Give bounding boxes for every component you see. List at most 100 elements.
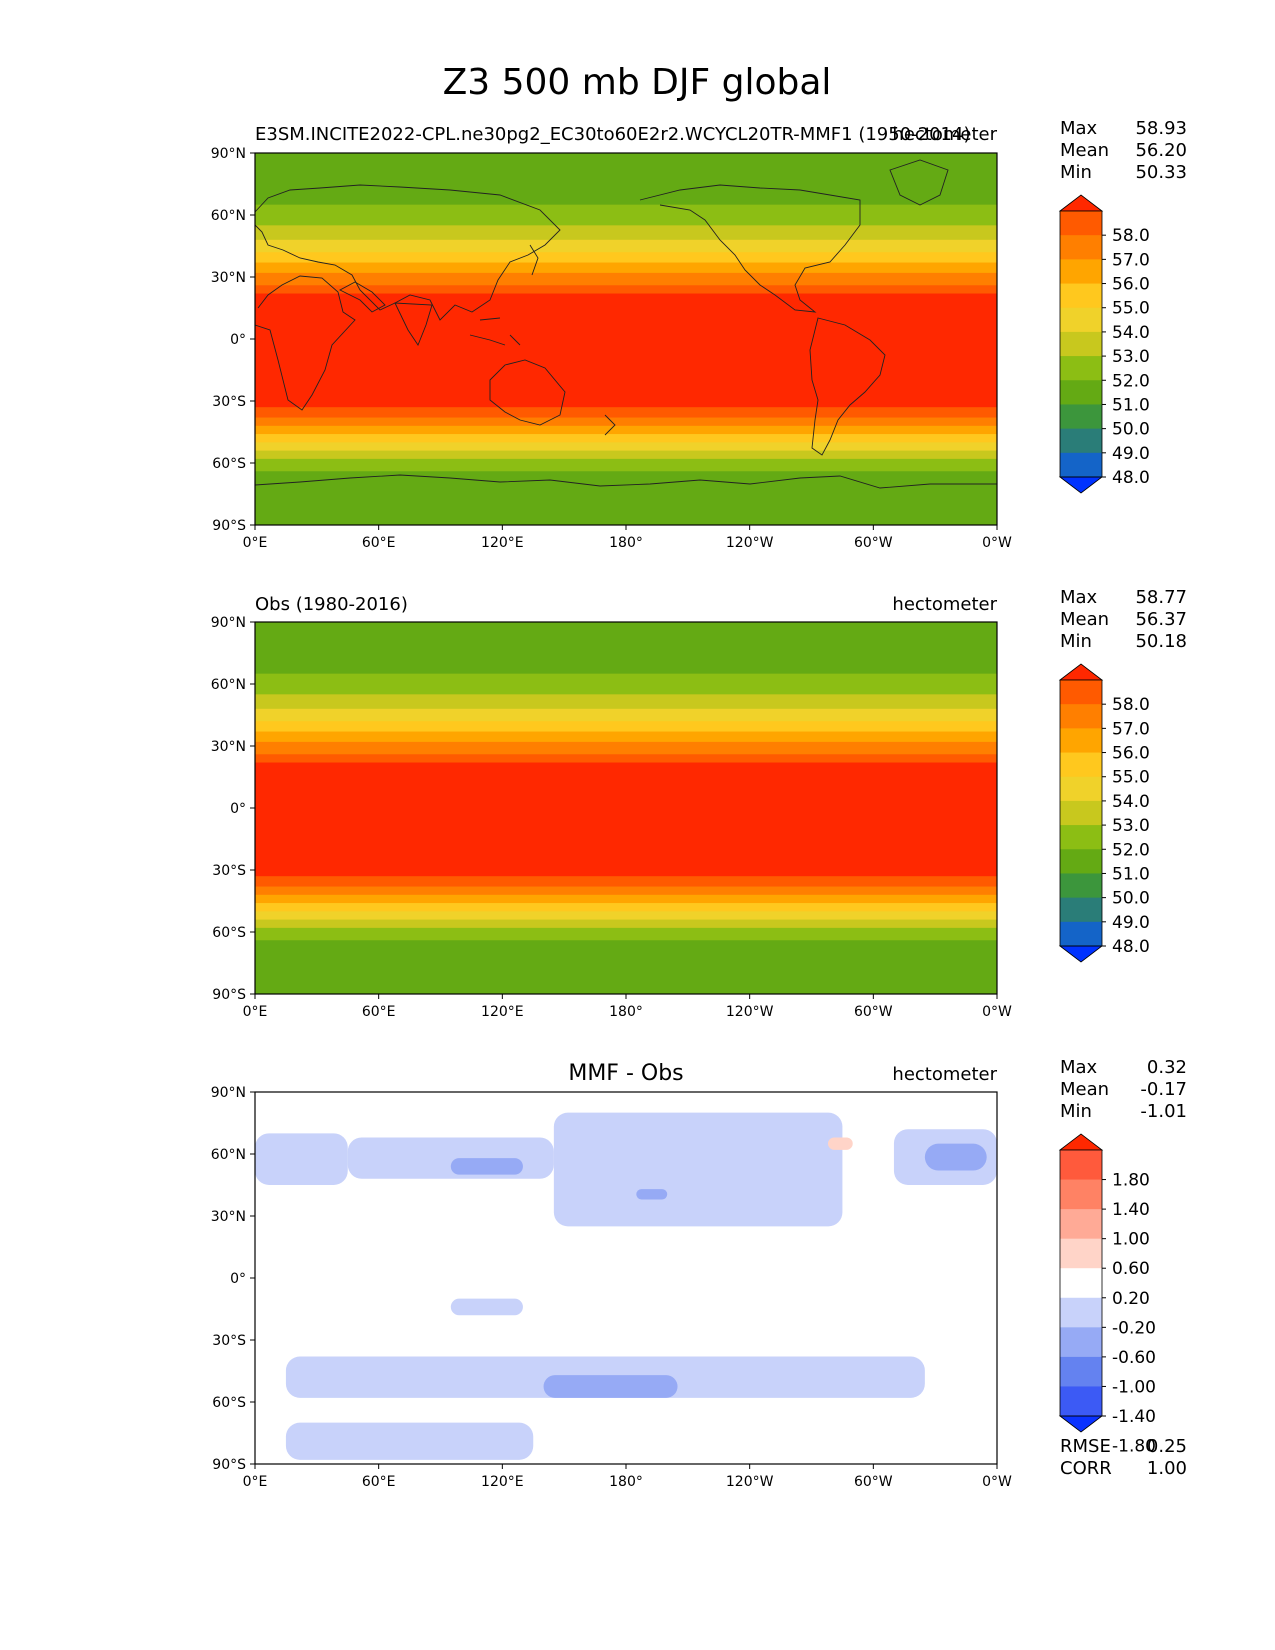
colorbar-segment	[1060, 1179, 1102, 1210]
colorbar-extend-bottom	[1058, 476, 1104, 494]
colorbar-tick-label: 58.0	[1112, 226, 1150, 246]
y-tick-label: 60°N	[211, 677, 246, 693]
field-band	[255, 293, 997, 408]
x-tick-label: 120°E	[481, 1474, 524, 1490]
field-band	[255, 434, 997, 443]
colorbar-frame	[1059, 1149, 1103, 1417]
stats-block: Max 0.32 Mean -0.17 Min -1.01	[1060, 1057, 1187, 1122]
anomaly-region	[636, 1189, 668, 1200]
field-band	[255, 442, 997, 452]
skill-label: RMSE	[1060, 1436, 1111, 1457]
x-tick-label: 0°W	[982, 535, 1012, 551]
x-tick-label: 0°E	[243, 1474, 268, 1490]
x-tick-label: 60°E	[362, 1474, 396, 1490]
anomaly-region	[827, 1137, 853, 1150]
stat-value: 0.32	[1147, 1057, 1187, 1078]
colorbar: 58.0 57.0 56.0 55.0 54.0 53.0 52.0 51.0 50.0 49.0…	[1058, 194, 1150, 494]
anomaly-region	[255, 1133, 348, 1185]
map-fill	[255, 1092, 997, 1464]
skill-block: RMSE 0.25 CORR 1.00	[1060, 1436, 1187, 1479]
x-axis-ticks: 0°E 60°E 120°E 180° 120°W 60°W 0°W	[243, 1464, 1012, 1490]
y-tick-label: 30°S	[212, 1333, 246, 1349]
colorbar-tick-label: 0.20	[1112, 1289, 1150, 1309]
y-tick-label: 60°S	[212, 925, 246, 941]
colorbar-extend-top	[1058, 663, 1104, 681]
y-tick-label: 30°N	[211, 270, 246, 286]
y-tick-label: 90°S	[212, 987, 246, 1003]
stat-label: Max	[1060, 1057, 1098, 1078]
y-tick-label: 60°S	[212, 1395, 246, 1411]
colorbar-segment	[1060, 452, 1102, 478]
anomaly-region	[450, 1298, 523, 1316]
colorbar-tick-label: 51.0	[1112, 395, 1150, 415]
panel-right-title: hectometer	[892, 1064, 997, 1085]
colorbar-segment	[1060, 283, 1102, 309]
y-tick-label: 30°N	[211, 1209, 246, 1225]
colorbar-tick-label: 49.0	[1112, 444, 1150, 464]
stat-value: 50.18	[1135, 631, 1187, 652]
coastlines	[255, 159, 997, 489]
colorbar-tick-label: 1.00	[1112, 1230, 1150, 1250]
colorbar-tick-label: 53.0	[1112, 347, 1150, 367]
field-band	[255, 458, 997, 472]
y-tick-label: 90°N	[211, 615, 246, 631]
colorbar-tick-label: 48.0	[1112, 937, 1150, 957]
x-tick-label: 0°W	[982, 1004, 1012, 1020]
anomaly-region	[347, 1137, 554, 1179]
colorbar-tick-label: 55.0	[1112, 768, 1150, 788]
stats-block: Max 58.77 Mean 56.37 Min 50.18	[1060, 587, 1187, 652]
x-axis-ticks: 0°E 60°E 120°E 180° 120°W 60°W 0°W	[243, 525, 1012, 551]
field-band	[255, 919, 997, 929]
stat-value: 58.77	[1135, 587, 1187, 608]
y-tick-label: 60°N	[211, 1147, 246, 1163]
panel-right-title: hectometer	[892, 594, 997, 615]
colorbar-tick-label: -0.60	[1112, 1348, 1156, 1368]
stat-value: 56.37	[1135, 609, 1187, 630]
y-axis-ticks: 90°N 60°N 30°N 0° 30°S 60°S 90°S	[211, 146, 255, 534]
coastline-north-america	[639, 184, 861, 313]
colorbar-segment	[1060, 428, 1102, 454]
x-tick-label: 0°E	[243, 1004, 268, 1020]
colorbar-tick-label: 48.0	[1112, 468, 1150, 488]
y-tick-label: 0°	[230, 332, 246, 348]
y-tick-label: 0°	[230, 1271, 246, 1287]
colorbar-segment	[1060, 752, 1102, 778]
colorbar-segment	[1060, 897, 1102, 923]
colorbar-segment	[1060, 921, 1102, 947]
field-band	[255, 407, 997, 419]
y-tick-label: 30°N	[211, 739, 246, 755]
skill-value: 1.00	[1147, 1458, 1187, 1479]
colorbar-tick-label: 56.0	[1112, 744, 1150, 764]
anomaly-region	[450, 1158, 523, 1175]
colorbar-tick-label: 57.0	[1112, 250, 1150, 270]
x-tick-label: 120°E	[481, 535, 524, 551]
coastline-japan	[529, 244, 539, 276]
x-tick-label: 0°W	[982, 1474, 1012, 1490]
field-band	[255, 262, 997, 274]
field-band	[255, 911, 997, 921]
colorbar-segment	[1060, 680, 1102, 705]
colorbar-segment	[1060, 380, 1102, 405]
x-tick-label: 60°E	[362, 535, 396, 551]
stat-label: Min	[1060, 1101, 1092, 1122]
colorbar-segment	[1060, 356, 1102, 381]
colorbar-segment	[1060, 211, 1102, 236]
field-band	[255, 708, 997, 722]
colorbar-tick-label: 54.0	[1112, 792, 1150, 812]
stat-label: Mean	[1060, 1079, 1109, 1100]
coastline-new-zealand	[604, 414, 616, 436]
y-tick-label: 60°N	[211, 208, 246, 224]
field-band	[255, 225, 997, 241]
x-axis-ticks: 0°E 60°E 120°E 180° 120°W 60°W 0°W	[243, 994, 1012, 1020]
stat-value: 58.93	[1135, 118, 1187, 139]
stat-label: Mean	[1060, 609, 1109, 630]
field-band	[255, 673, 997, 695]
field-band	[255, 417, 997, 427]
colorbar-tick-label: 51.0	[1112, 864, 1150, 884]
field-band	[255, 694, 997, 710]
colorbar-segment	[1060, 800, 1102, 826]
coastline-south-america	[809, 317, 886, 456]
x-tick-label: 60°E	[362, 1004, 396, 1020]
colorbar-tick-label: -1.80	[1112, 1437, 1156, 1457]
field-band	[255, 285, 997, 295]
